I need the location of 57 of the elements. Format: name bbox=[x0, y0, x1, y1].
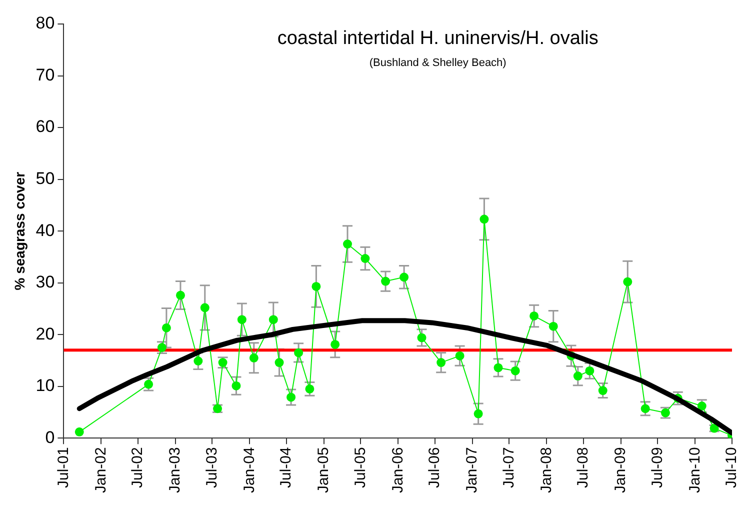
point bbox=[232, 381, 241, 390]
x-tick-label: Jul-06 bbox=[426, 447, 444, 488]
point bbox=[573, 372, 582, 381]
point bbox=[548, 322, 558, 331]
x-tick-label: Jul-04 bbox=[278, 447, 295, 488]
y-tick-label: 20 bbox=[36, 324, 55, 344]
point bbox=[360, 254, 370, 264]
y-tick-label: 50 bbox=[36, 168, 55, 188]
x-tick-label: Jan-05 bbox=[315, 447, 332, 494]
y-axis-title: % seagrass cover bbox=[11, 171, 28, 290]
x-tick-label: Jan-08 bbox=[538, 447, 555, 494]
point bbox=[400, 272, 409, 282]
point bbox=[176, 290, 185, 300]
point bbox=[623, 277, 632, 286]
point bbox=[474, 409, 483, 418]
point bbox=[436, 358, 446, 368]
point bbox=[381, 276, 390, 286]
point bbox=[294, 348, 304, 358]
x-tick-label: Jul-05 bbox=[352, 447, 369, 488]
x-tick-label: Jul-02 bbox=[129, 447, 146, 488]
x-tick-label: Jan-09 bbox=[612, 447, 630, 494]
x-tick-label: Jul-10 bbox=[723, 447, 740, 488]
point bbox=[510, 366, 520, 376]
point bbox=[237, 315, 246, 324]
point bbox=[200, 303, 210, 312]
y-tick-label: 80 bbox=[36, 14, 55, 33]
point bbox=[162, 323, 171, 332]
point bbox=[480, 214, 489, 224]
x-tick-label: Jan-02 bbox=[92, 447, 110, 494]
chart-title: coastal intertidal H. uninervis/H. ovalis bbox=[277, 28, 598, 49]
point bbox=[455, 351, 464, 360]
point bbox=[274, 358, 284, 368]
y-tick-label: 40 bbox=[36, 220, 55, 240]
y-tick-label: 30 bbox=[36, 272, 55, 292]
y-tick-label: 0 bbox=[45, 428, 55, 447]
x-tick-label: Jul-09 bbox=[648, 447, 666, 488]
y-tick-label: 70 bbox=[36, 65, 55, 84]
text: (Bushland & Shelley Beach) bbox=[369, 57, 506, 69]
x-tick-label: Jan-06 bbox=[389, 447, 406, 494]
point bbox=[343, 240, 352, 249]
x-tick-label: Jul-08 bbox=[574, 447, 592, 488]
x-tick-label: Jul-07 bbox=[500, 447, 518, 488]
x-tick-label: Jul-01 bbox=[54, 447, 72, 488]
x-tick-label: Jul-03 bbox=[203, 447, 220, 488]
x-tick-label: Jan-10 bbox=[686, 447, 704, 494]
point bbox=[249, 353, 258, 362]
point bbox=[530, 311, 539, 320]
x-tick-label: Jan-03 bbox=[166, 447, 184, 494]
x-tick-label: Jan-04 bbox=[240, 447, 258, 494]
point bbox=[494, 363, 503, 372]
point bbox=[312, 282, 321, 291]
point bbox=[74, 427, 84, 436]
point bbox=[268, 315, 278, 324]
y-tick-label: 60 bbox=[36, 117, 55, 136]
x-tick-label: Jan-07 bbox=[464, 447, 481, 494]
y-tick-label: 10 bbox=[36, 376, 55, 396]
point bbox=[330, 340, 340, 349]
